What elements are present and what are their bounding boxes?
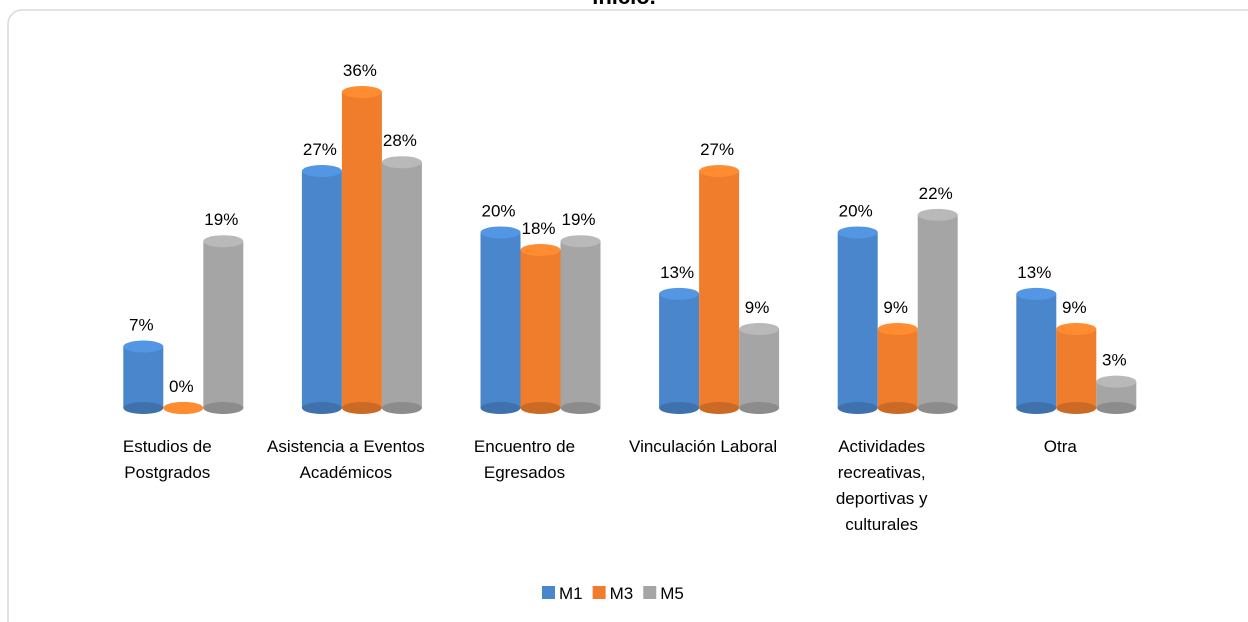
bar-bottom <box>877 402 918 414</box>
bar-top <box>381 156 422 169</box>
value-label: 22% <box>919 184 953 203</box>
bar-top <box>877 323 918 335</box>
legend-swatch <box>592 586 606 599</box>
bar-body <box>301 171 342 408</box>
bar-body <box>917 214 958 408</box>
chart-frame <box>7 9 1248 622</box>
legend-label: M3 <box>610 584 634 603</box>
bar-bottom <box>560 402 601 414</box>
value-label: 19% <box>561 210 595 229</box>
bar-top <box>203 235 244 248</box>
x-tick-label: Otra <box>1043 437 1077 456</box>
bar-bottom <box>520 402 561 414</box>
bar-bottom <box>699 402 740 414</box>
bar-top <box>123 340 164 353</box>
bar-body <box>520 250 561 408</box>
bar-top <box>341 86 382 98</box>
bar-top <box>837 226 878 239</box>
bar-bottom <box>917 402 958 414</box>
value-label: 13% <box>660 263 694 282</box>
bar-top <box>520 244 561 256</box>
value-label: 20% <box>481 201 515 220</box>
legend-swatch <box>542 586 555 599</box>
x-tick-label: Actividades recreativas, deportivas y cu… <box>835 437 928 534</box>
bar-bottom <box>381 402 422 414</box>
chart-title: inicio. <box>592 0 656 9</box>
legend-label: M1 <box>559 584 583 603</box>
legend-label: M5 <box>660 584 684 603</box>
bar-bottom <box>1096 402 1137 414</box>
bar-bottom <box>1056 402 1097 414</box>
bar-top <box>1096 375 1137 388</box>
legend-swatch <box>643 586 657 599</box>
bar-bottom <box>203 402 244 414</box>
value-label: 27% <box>303 140 337 159</box>
bar-body <box>203 241 244 408</box>
bar-top <box>480 226 521 239</box>
bar-body <box>877 329 918 408</box>
bar-body <box>1056 329 1097 408</box>
value-label: 18% <box>521 219 555 238</box>
value-label: 0% <box>169 377 194 396</box>
bar-body <box>341 92 382 408</box>
bar-bottom <box>301 402 342 414</box>
bar-body <box>381 162 422 408</box>
x-tick-label: Encuentro de Egresados <box>473 437 576 482</box>
x-tick-label: Vinculación Laboral <box>629 437 778 456</box>
bar-body <box>123 346 164 408</box>
value-label: 9% <box>1062 298 1087 317</box>
value-label: 27% <box>700 140 734 159</box>
bar-body <box>659 293 700 408</box>
bar-top <box>163 402 204 414</box>
value-label: 36% <box>343 61 377 80</box>
value-label: 20% <box>839 201 873 220</box>
bar-body <box>837 232 878 408</box>
bar-body <box>1016 293 1057 408</box>
value-label: 7% <box>129 316 154 335</box>
bar-body <box>699 171 740 408</box>
value-label: 13% <box>1017 263 1051 282</box>
bar-top <box>1056 323 1097 335</box>
bar-top <box>301 165 342 177</box>
bar-bottom <box>341 402 382 414</box>
bar-body <box>560 241 601 408</box>
bar-bottom <box>123 402 164 414</box>
bar-top <box>699 165 740 177</box>
x-tick-label: Asistencia a Eventos Académicos <box>266 437 425 482</box>
value-label: 28% <box>383 131 417 150</box>
value-label: 9% <box>745 298 770 317</box>
bar-top <box>739 323 780 335</box>
x-tick-label: Estudios de Postgrados <box>122 437 212 482</box>
value-label: 3% <box>1102 351 1127 370</box>
bar-top <box>917 208 958 221</box>
bar-bottom <box>480 402 521 414</box>
bar-top <box>560 235 601 248</box>
bar-top <box>1016 287 1057 300</box>
bar-body <box>739 329 780 408</box>
bar-bottom <box>1016 402 1057 414</box>
bar-body <box>480 232 521 408</box>
bar-top <box>659 287 700 300</box>
value-label: 9% <box>883 298 908 317</box>
bar-bottom <box>739 402 780 414</box>
bar-bottom <box>837 402 878 414</box>
bar-bottom <box>659 402 700 414</box>
value-label: 19% <box>204 210 238 229</box>
